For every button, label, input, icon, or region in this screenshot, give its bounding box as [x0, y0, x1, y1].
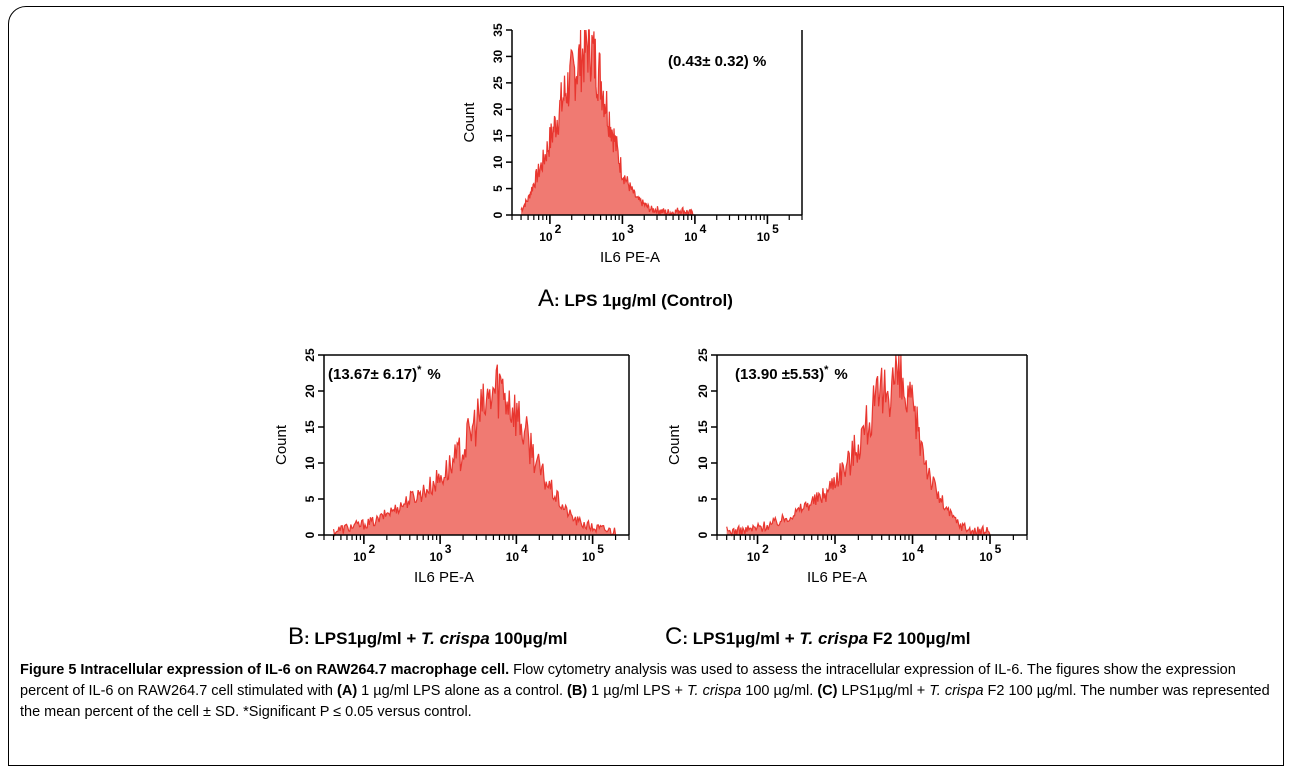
x-axis-label: IL6 PE-A — [600, 249, 660, 266]
y-tick-label: 15 — [696, 420, 710, 434]
x-tick-label: 10 — [757, 230, 771, 244]
panel-c-condition-prefix: : LPS1µg/ml + — [682, 629, 800, 648]
caption-ref-c: (C) — [817, 683, 838, 699]
x-tick-label: 10 — [539, 230, 553, 244]
caption-ref-a: (A) — [337, 683, 358, 699]
x-tick-label: 10 — [506, 550, 520, 564]
panel-b-condition-species: T. crispa — [421, 629, 490, 648]
y-tick-label: 0 — [303, 531, 317, 538]
panel-c-caption: C: LPS1µg/ml + T. crispa F2 100µg/ml — [665, 623, 970, 651]
figure-caption: Figure 5 Intracellular expression of IL-… — [20, 660, 1275, 723]
panel-a-condition: : LPS 1µg/ml (Control) — [554, 291, 733, 310]
y-tick-label: 0 — [696, 531, 710, 538]
x-tick-label: 10 — [747, 550, 761, 564]
panel-b-letter: B — [288, 623, 305, 650]
x-tick-label: 10 — [979, 550, 993, 564]
x-tick-label: 10 — [429, 550, 443, 564]
y-axis-label: Count — [461, 102, 478, 143]
caption-text-2: 1 µg/ml LPS alone as a control. — [357, 683, 568, 699]
percent-annotation: (0.43± 0.32) % — [668, 53, 766, 70]
x-tick-exponent: 4 — [700, 222, 707, 236]
x-tick-exponent: 3 — [445, 542, 452, 556]
y-tick-label: 25 — [303, 348, 317, 362]
caption-text-4: 100 µg/ml. — [741, 683, 818, 699]
histogram-line-a — [520, 29, 695, 217]
y-tick-label: 30 — [491, 49, 505, 63]
histogram-fill-b — [333, 364, 616, 535]
histogram-line-c — [726, 354, 991, 537]
percent-annotation: (13.67± 6.17)*% — [328, 364, 441, 383]
y-tick-label: 25 — [696, 348, 710, 362]
significance-marker: * — [417, 364, 422, 376]
histogram-line-b — [332, 364, 617, 537]
y-axis-label: Count — [666, 424, 683, 465]
caption-text-5: LPS1µg/ml + — [837, 683, 930, 699]
y-tick-label: 5 — [696, 495, 710, 502]
caption-species-2: T. crispa — [929, 683, 984, 699]
x-tick-exponent: 2 — [369, 542, 376, 556]
y-tick-label: 15 — [491, 129, 505, 143]
x-tick-exponent: 2 — [555, 222, 562, 236]
y-axis-label: Count — [273, 424, 290, 465]
panel-a-caption: A: LPS 1µg/ml (Control) — [538, 285, 733, 313]
panel-c-condition-suffix: F2 100µg/ml — [868, 629, 971, 648]
y-tick-label: 15 — [303, 420, 317, 434]
x-tick-exponent: 3 — [627, 222, 634, 236]
y-tick-label: 10 — [696, 456, 710, 470]
y-tick-label: 20 — [491, 102, 505, 116]
x-tick-exponent: 5 — [772, 222, 779, 236]
y-tick-label: 5 — [303, 495, 317, 502]
caption-text-6: F2 100 µg/ml. The number was represented… — [20, 683, 1270, 720]
significance-marker: * — [824, 364, 829, 376]
y-tick-label: 35 — [491, 23, 505, 37]
caption-species-1: T. crispa — [687, 683, 742, 699]
panel-b-condition-suffix: 100µg/ml — [489, 629, 568, 648]
x-tick-exponent: 2 — [762, 542, 769, 556]
percent-annotation: (13.90 ±5.53)*% — [735, 364, 848, 383]
y-tick-label: 10 — [491, 155, 505, 169]
y-tick-label: 20 — [303, 384, 317, 398]
x-tick-exponent: 3 — [840, 542, 847, 556]
x-tick-label: 10 — [684, 230, 698, 244]
y-tick-label: 25 — [491, 76, 505, 90]
caption-text-3: 1 µg/ml LPS + — [587, 683, 687, 699]
y-tick-label: 10 — [303, 456, 317, 470]
x-tick-exponent: 5 — [995, 542, 1002, 556]
x-tick-label: 10 — [824, 550, 838, 564]
panel-c-condition-species: T. crispa — [799, 629, 869, 648]
x-tick-exponent: 4 — [917, 542, 924, 556]
y-tick-label: 20 — [696, 384, 710, 398]
x-tick-label: 10 — [902, 550, 916, 564]
y-tick-label: 0 — [491, 211, 505, 218]
caption-title: Figure 5 Intracellular expression of IL-… — [20, 662, 510, 678]
x-axis-label: IL6 PE-A — [414, 569, 474, 586]
x-tick-label: 10 — [582, 550, 596, 564]
x-tick-label: 10 — [612, 230, 626, 244]
x-tick-label: 10 — [353, 550, 367, 564]
panel-c-letter: C — [665, 623, 683, 650]
panel-b-condition-prefix: : LPS1µg/ml + — [304, 629, 422, 648]
caption-text-1: Flow cytometry analysis was used to asse… — [20, 662, 1236, 699]
percent-unit: % — [834, 366, 847, 383]
panel-a-letter: A — [538, 285, 555, 312]
x-axis-label: IL6 PE-A — [807, 569, 867, 586]
panel-b-caption: B: LPS1µg/ml + T. crispa 100µg/ml — [288, 623, 568, 651]
percent-unit: % — [427, 366, 440, 383]
caption-ref-b: (B) — [567, 683, 588, 699]
x-tick-exponent: 5 — [597, 542, 604, 556]
y-tick-label: 5 — [491, 185, 505, 192]
figure-frame — [8, 6, 1284, 766]
x-tick-exponent: 4 — [521, 542, 528, 556]
